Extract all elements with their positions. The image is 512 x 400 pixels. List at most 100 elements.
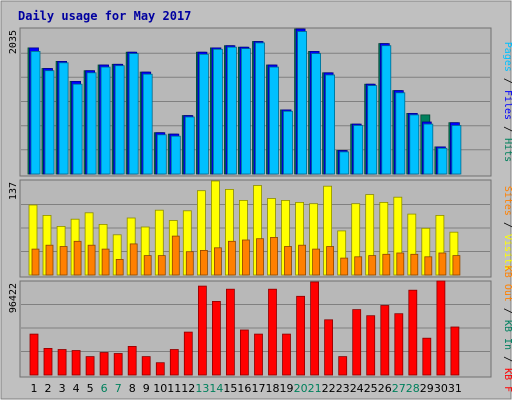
visits-sites-sites-bar-day-20	[298, 244, 307, 276]
hits-files-pages-pages-bar-day-26	[381, 45, 392, 175]
x-axis-day-label: 22	[322, 382, 336, 395]
kbytes-kb-f-bar-day-26	[380, 305, 390, 376]
x-axis-day-label: 11	[167, 382, 181, 395]
visits-sites-sites-bar-day-6	[101, 248, 110, 276]
hits-files-pages-pages-bar-day-5	[86, 72, 97, 175]
kbytes-kb-f-bar-day-5	[85, 356, 95, 376]
hits-files-pages-pages-bar-day-28	[409, 114, 420, 175]
visits-sites-sites-bar-day-24	[354, 256, 363, 276]
x-axis-day-label: 19	[280, 382, 294, 395]
hits-files-pages-pages-bar-day-12	[184, 116, 195, 175]
visits-sites-legend: Sites / Visits	[502, 186, 512, 270]
x-axis-day-label: 29	[420, 382, 434, 395]
hits-files-pages-pages-bar-day-17	[255, 42, 265, 175]
visits-sites-sites-bar-day-7	[115, 258, 124, 276]
kbytes-kb-f-bar-day-31	[450, 326, 460, 376]
legend-entry: Visits	[502, 234, 512, 270]
hits-files-pages-pages-bar-day-19	[283, 110, 293, 175]
legend-separator: /	[502, 302, 512, 320]
chart-title: Daily usage for May 2017	[18, 9, 191, 23]
x-axis-day-label: 31	[448, 382, 462, 395]
legend-entry: Sites	[502, 186, 512, 216]
x-axis-day-label: 14	[209, 382, 223, 395]
legend-separator: /	[502, 72, 512, 90]
hits-files-pages-pages-bar-day-9	[142, 73, 153, 175]
kbytes-kb-f-bar-day-3	[57, 349, 67, 376]
kbytes-kb-f-bar-day-1	[29, 333, 39, 376]
legend-entry: Hits	[502, 138, 512, 162]
hits-files-pages-pages-bar-day-15	[226, 46, 237, 175]
kbytes-kb-f-bar-day-12	[183, 331, 193, 376]
kbytes-kb-f-bar-day-30	[436, 280, 446, 376]
x-axis-day-label: 8	[129, 382, 136, 395]
visits-sites-sites-bar-day-14	[213, 247, 222, 276]
kbytes-kb-f-bar-day-16	[239, 329, 249, 376]
kbytes-kb-f-bar-day-24	[352, 309, 362, 376]
kbytes-kb-f-bar-day-21	[310, 281, 320, 376]
x-axis-day-label: 28	[406, 382, 420, 395]
visits-sites-sites-bar-day-25	[368, 255, 377, 276]
hits-files-pages-pages-bar-day-14	[212, 48, 223, 175]
legend-entry: Files	[502, 90, 512, 120]
x-axis-day-label: 17	[252, 382, 266, 395]
visits-sites-sites-bar-day-4	[73, 240, 82, 276]
x-axis-day-label: 26	[378, 382, 392, 395]
visits-sites-sites-bar-day-21	[312, 248, 321, 276]
x-axis-day-label: 4	[73, 382, 80, 395]
x-axis-day-label: 21	[308, 382, 322, 395]
legend-separator: /	[502, 120, 512, 138]
hits-files-pages-pages-bar-day-8	[128, 53, 139, 175]
x-axis-day-label: 10	[153, 382, 167, 395]
x-axis-day-label: 2	[45, 382, 52, 395]
x-axis-day-label: 6	[101, 382, 108, 395]
visits-sites-sites-bar-day-23	[340, 257, 349, 276]
kbytes-kb-f-bar-day-19	[282, 333, 291, 376]
hits-files-pages-pages-bar-day-31	[451, 125, 462, 175]
kbytes-kb-f-bar-day-15	[225, 288, 235, 376]
kbytes-kb-f-bar-day-18	[268, 288, 277, 376]
hits-files-pages-pages-bar-day-7	[114, 65, 125, 175]
hits-files-pages-pages-bar-day-6	[100, 66, 111, 175]
kbytes-legend: KB Out / KB In / KB F	[502, 266, 512, 392]
visits-sites-sites-bar-day-10	[157, 255, 166, 276]
kbytes-kb-f-bar-day-10	[155, 362, 165, 376]
y-axis-max-label: 96422	[8, 283, 19, 313]
x-axis-day-label: 13	[195, 382, 209, 395]
kbytes-kb-f-bar-day-22	[324, 319, 334, 376]
hits-files-pages-pages-bar-day-30	[437, 147, 448, 175]
hits-files-pages-pages-bar-day-13	[198, 53, 209, 175]
hits-files-pages-pages-bar-day-10	[156, 134, 167, 175]
x-axis-day-label: 27	[392, 382, 406, 395]
x-axis-day-label: 30	[434, 382, 448, 395]
kbytes-kb-f-bar-day-20	[296, 295, 306, 376]
visits-sites-sites-bar-day-11	[171, 235, 180, 276]
visits-sites-sites-bar-day-18	[270, 236, 278, 276]
legend-separator: /	[502, 216, 512, 234]
hits-files-pages-pages-bar-day-16	[240, 48, 251, 175]
kbytes-kb-f-bar-day-17	[254, 333, 263, 376]
visits-sites-sites-bar-day-16	[241, 239, 250, 276]
x-axis-day-label: 23	[336, 382, 350, 395]
visits-sites-sites-bar-day-13	[199, 249, 208, 276]
x-axis-day-label: 12	[181, 382, 195, 395]
hits-files-pages-pages-bar-day-27	[395, 92, 406, 175]
x-axis-day-label: 3	[59, 382, 66, 395]
legend-entry: KB Out	[502, 266, 512, 302]
visits-sites-sites-bar-day-28	[410, 253, 419, 276]
hits-files-pages-pages-bar-day-3	[58, 62, 69, 175]
hits-files-pages-pages-bar-day-20	[297, 31, 308, 175]
legend-entry: Pages	[502, 42, 512, 72]
hits-files-pages-pages-bar-day-11	[170, 135, 181, 175]
x-axis-day-label: 9	[143, 382, 150, 395]
visits-sites-sites-bar-day-3	[59, 246, 68, 276]
visits-sites-sites-bar-day-29	[424, 256, 433, 276]
kbytes-kb-f-bar-day-28	[408, 289, 418, 376]
visits-sites-sites-bar-day-15	[227, 240, 236, 276]
visits-sites-sites-bar-day-19	[284, 246, 292, 276]
hits-files-pages-pages-bar-day-18	[269, 66, 279, 175]
hits-files-pages-pages-bar-day-1	[30, 51, 41, 175]
x-axis-day-label: 20	[294, 382, 308, 395]
x-axis-day-label: 5	[87, 382, 94, 395]
x-axis-day-label: 16	[237, 382, 251, 395]
hits-files-pages-pages-bar-day-23	[339, 151, 350, 175]
